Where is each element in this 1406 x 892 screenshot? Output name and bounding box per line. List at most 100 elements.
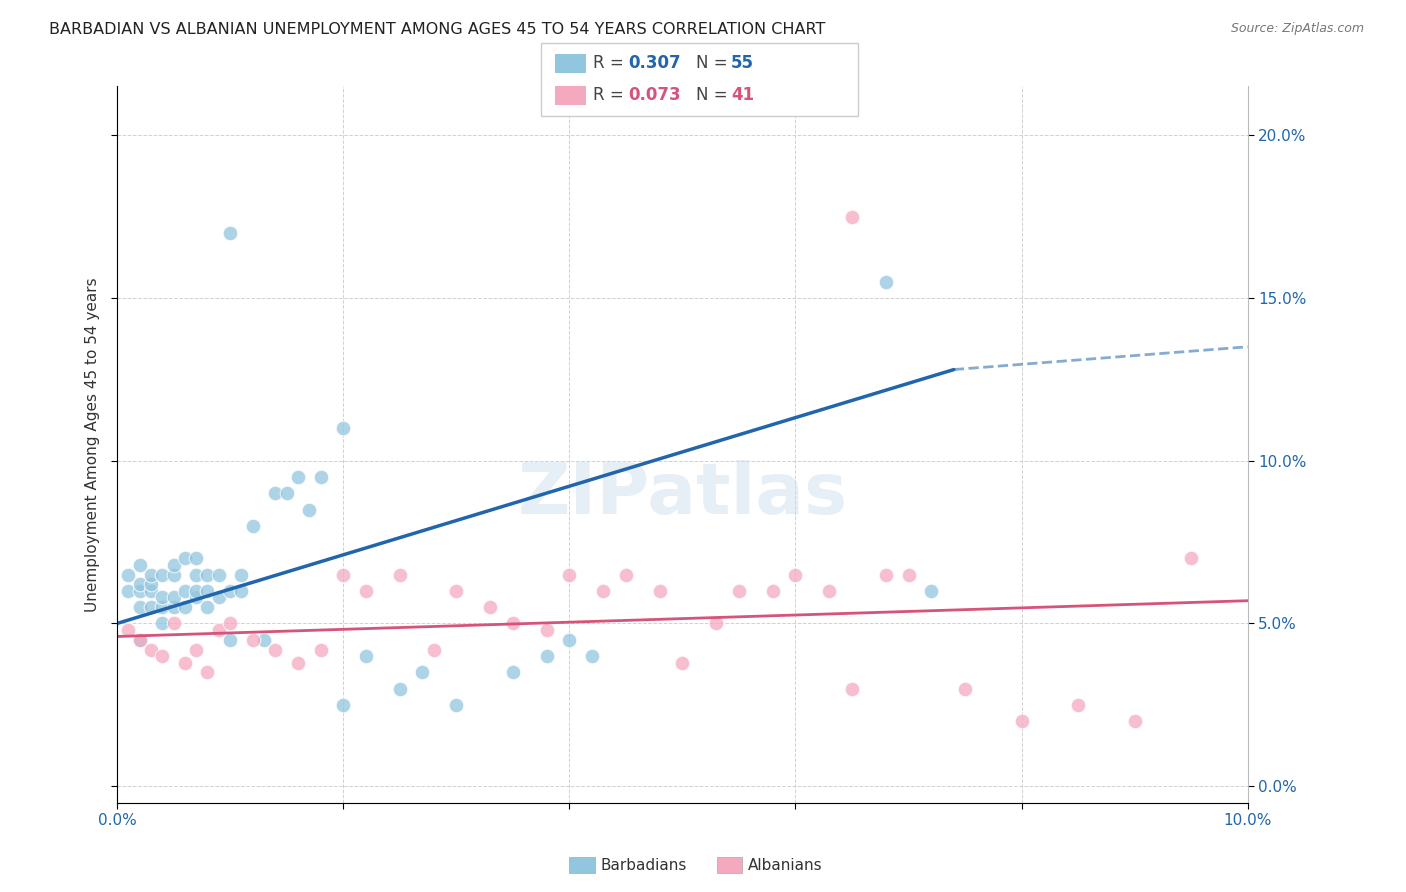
- Point: [287, 470, 309, 484]
- Point: [536, 623, 558, 637]
- Text: BARBADIAN VS ALBANIAN UNEMPLOYMENT AMONG AGES 45 TO 54 YEARS CORRELATION CHART: BARBADIAN VS ALBANIAN UNEMPLOYMENT AMONG…: [49, 22, 825, 37]
- Point: [208, 591, 231, 605]
- Point: [298, 502, 321, 516]
- Point: [581, 648, 603, 663]
- Point: [1011, 714, 1033, 728]
- Text: R =: R =: [593, 87, 630, 104]
- Point: [287, 656, 309, 670]
- Point: [558, 632, 581, 647]
- Point: [173, 600, 195, 615]
- Point: [219, 632, 242, 647]
- Text: 0.073: 0.073: [628, 87, 681, 104]
- Point: [128, 577, 150, 591]
- Point: [197, 583, 219, 598]
- Point: [128, 583, 150, 598]
- Point: [150, 616, 173, 631]
- Text: 41: 41: [731, 87, 754, 104]
- Point: [841, 210, 863, 224]
- Point: [875, 275, 897, 289]
- Point: [558, 567, 581, 582]
- Point: [197, 567, 219, 582]
- Point: [162, 558, 184, 572]
- Point: [332, 421, 354, 435]
- Point: [648, 583, 671, 598]
- Point: [184, 551, 207, 566]
- Point: [479, 600, 502, 615]
- Point: [219, 226, 242, 240]
- Point: [139, 600, 162, 615]
- Text: ZIPatlas: ZIPatlas: [517, 460, 848, 529]
- Point: [173, 551, 195, 566]
- Point: [536, 648, 558, 663]
- Point: [444, 583, 467, 598]
- Point: [117, 623, 139, 637]
- Point: [264, 486, 287, 500]
- Point: [242, 632, 264, 647]
- Point: [128, 632, 150, 647]
- Point: [264, 642, 287, 657]
- Point: [502, 665, 524, 680]
- Point: [150, 600, 173, 615]
- Point: [162, 600, 184, 615]
- Point: [184, 583, 207, 598]
- Point: [128, 600, 150, 615]
- Point: [173, 656, 195, 670]
- Point: [818, 583, 841, 598]
- Point: [253, 632, 276, 647]
- Text: Barbadians: Barbadians: [600, 858, 686, 872]
- Point: [162, 567, 184, 582]
- Point: [704, 616, 727, 631]
- Point: [1180, 551, 1202, 566]
- Point: [128, 558, 150, 572]
- Point: [1123, 714, 1146, 728]
- Text: R =: R =: [593, 54, 630, 72]
- Point: [762, 583, 785, 598]
- Point: [897, 567, 920, 582]
- Point: [139, 577, 162, 591]
- Point: [139, 583, 162, 598]
- Point: [920, 583, 942, 598]
- Y-axis label: Unemployment Among Ages 45 to 54 years: Unemployment Among Ages 45 to 54 years: [86, 277, 100, 612]
- Point: [411, 665, 433, 680]
- Point: [150, 648, 173, 663]
- Point: [242, 518, 264, 533]
- Point: [162, 591, 184, 605]
- Point: [388, 567, 411, 582]
- Text: 55: 55: [731, 54, 754, 72]
- Point: [502, 616, 524, 631]
- Point: [1067, 698, 1090, 712]
- Text: Albanians: Albanians: [748, 858, 823, 872]
- Point: [388, 681, 411, 696]
- Point: [184, 567, 207, 582]
- Point: [614, 567, 637, 582]
- Point: [422, 642, 444, 657]
- Point: [309, 642, 332, 657]
- Point: [309, 470, 332, 484]
- Point: [332, 698, 354, 712]
- Point: [117, 583, 139, 598]
- Text: 0.307: 0.307: [628, 54, 681, 72]
- Point: [117, 567, 139, 582]
- Point: [671, 656, 693, 670]
- Point: [219, 616, 242, 631]
- Point: [139, 567, 162, 582]
- Point: [128, 632, 150, 647]
- Point: [354, 648, 377, 663]
- Point: [219, 583, 242, 598]
- Point: [208, 567, 231, 582]
- Point: [150, 567, 173, 582]
- Text: Source: ZipAtlas.com: Source: ZipAtlas.com: [1230, 22, 1364, 36]
- Point: [208, 623, 231, 637]
- Point: [150, 591, 173, 605]
- Point: [162, 616, 184, 631]
- Point: [875, 567, 897, 582]
- Point: [841, 681, 863, 696]
- Point: [231, 583, 253, 598]
- Point: [231, 567, 253, 582]
- Point: [197, 665, 219, 680]
- Point: [139, 642, 162, 657]
- Point: [354, 583, 377, 598]
- Point: [173, 583, 195, 598]
- Point: [197, 600, 219, 615]
- Point: [592, 583, 614, 598]
